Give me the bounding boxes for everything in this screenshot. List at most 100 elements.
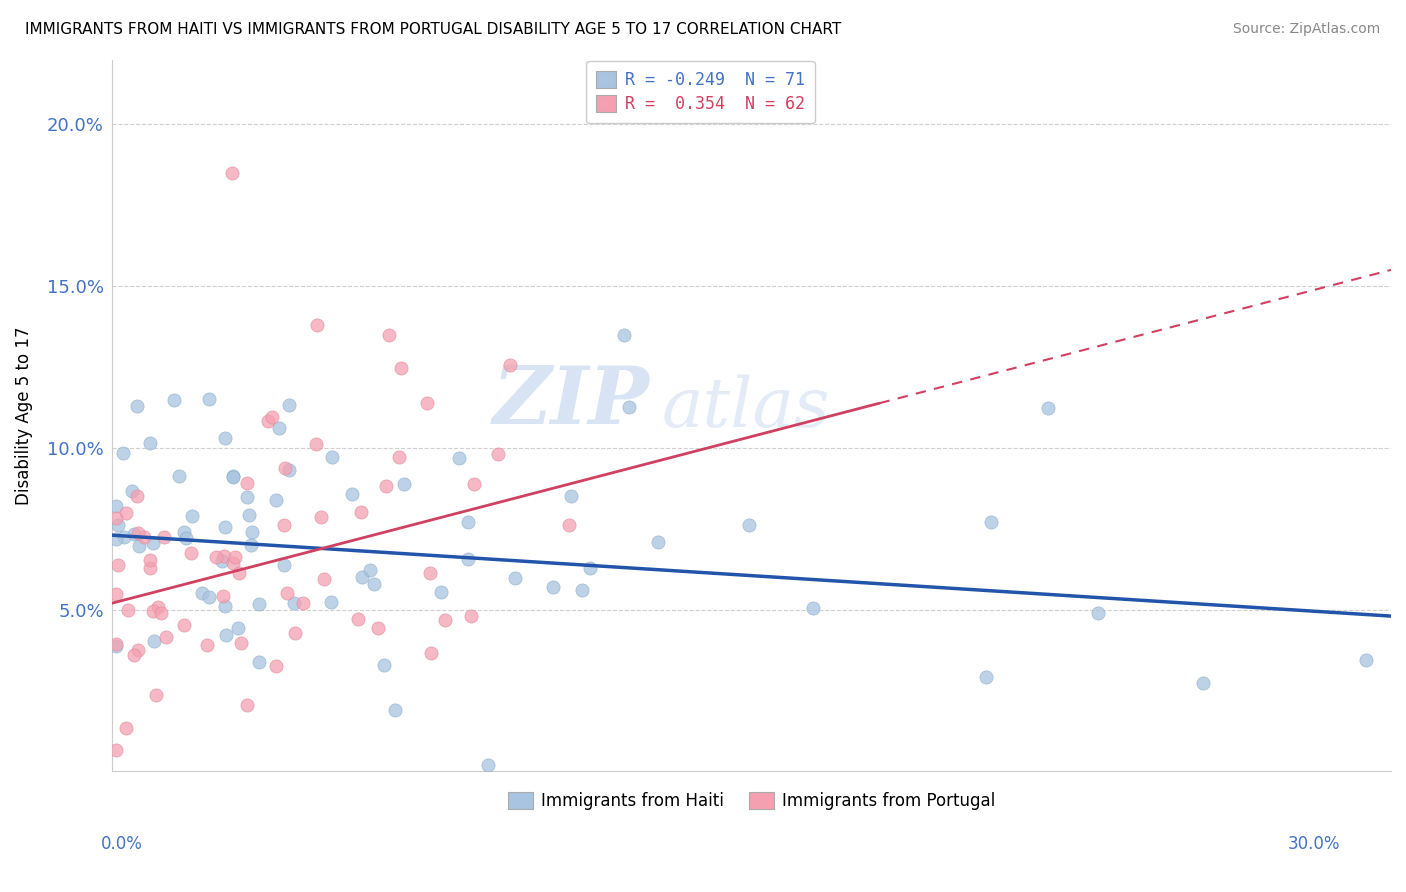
Point	[153, 530, 176, 544]
Point	[249, 655, 271, 669]
Point	[105, 532, 128, 546]
Point	[350, 505, 373, 519]
Point	[229, 636, 252, 650]
Point	[267, 420, 290, 434]
Point	[980, 516, 1002, 530]
Point	[139, 553, 162, 567]
Point	[214, 431, 236, 445]
Point	[278, 398, 301, 412]
Point	[169, 468, 191, 483]
Point	[429, 584, 451, 599]
Point	[142, 535, 165, 549]
Point	[273, 558, 295, 572]
Point	[274, 461, 297, 475]
Point	[211, 554, 233, 568]
Point	[228, 566, 250, 580]
Point	[350, 570, 373, 584]
Point	[173, 524, 195, 539]
Point	[105, 637, 128, 651]
Point	[221, 166, 243, 180]
Point	[384, 703, 406, 717]
Point	[240, 525, 263, 540]
Point	[312, 572, 335, 586]
Point	[264, 659, 287, 673]
Point	[111, 446, 134, 460]
Point	[134, 530, 156, 544]
Point	[613, 327, 636, 342]
Point	[264, 493, 287, 508]
Point	[309, 510, 332, 524]
Point	[974, 670, 997, 684]
Point	[115, 506, 138, 520]
Point	[236, 698, 259, 712]
Point	[107, 518, 129, 533]
Point	[276, 586, 298, 600]
Point	[127, 642, 149, 657]
Point	[228, 621, 250, 635]
Point	[174, 531, 197, 545]
Point	[273, 518, 295, 533]
Point	[1087, 607, 1109, 621]
Point	[321, 595, 343, 609]
Point	[215, 628, 238, 642]
Point	[420, 646, 443, 660]
Point	[738, 518, 761, 533]
Point	[138, 561, 160, 575]
Point	[257, 414, 280, 428]
Point	[121, 483, 143, 498]
Point	[205, 550, 228, 565]
Point	[389, 361, 412, 376]
Y-axis label: Disability Age 5 to 17: Disability Age 5 to 17	[15, 326, 32, 505]
Point	[105, 587, 128, 601]
Point	[142, 604, 165, 618]
Point	[321, 450, 343, 464]
Point	[190, 586, 212, 600]
Point	[359, 564, 381, 578]
Point	[247, 597, 270, 611]
Point	[222, 469, 245, 483]
Point	[388, 450, 411, 464]
Legend: Immigrants from Haiti, Immigrants from Portugal: Immigrants from Haiti, Immigrants from P…	[501, 785, 1002, 816]
Point	[363, 577, 385, 591]
Point	[373, 658, 395, 673]
Point	[117, 603, 139, 617]
Point	[291, 596, 314, 610]
Point	[180, 509, 202, 524]
Point	[214, 599, 236, 614]
Point	[305, 436, 328, 450]
Point	[375, 479, 398, 493]
Point	[214, 519, 236, 533]
Point	[558, 518, 581, 533]
Point	[222, 557, 245, 571]
Point	[105, 511, 128, 525]
Text: 30.0%: 30.0%	[1288, 835, 1340, 853]
Point	[305, 318, 328, 332]
Point	[1036, 401, 1059, 416]
Text: Source: ZipAtlas.com: Source: ZipAtlas.com	[1233, 22, 1381, 37]
Point	[236, 475, 259, 490]
Point	[278, 463, 301, 477]
Point	[447, 450, 470, 465]
Point	[486, 447, 509, 461]
Point	[571, 582, 593, 597]
Point	[342, 486, 364, 500]
Point	[499, 359, 522, 373]
Text: IMMIGRANTS FROM HAITI VS IMMIGRANTS FROM PORTUGAL DISABILITY AGE 5 TO 17 CORRELA: IMMIGRANTS FROM HAITI VS IMMIGRANTS FROM…	[25, 22, 842, 37]
Point	[505, 571, 527, 585]
Point	[149, 606, 172, 620]
Point	[112, 529, 135, 543]
Point	[107, 558, 129, 572]
Text: ZIP: ZIP	[492, 362, 650, 440]
Point	[283, 596, 305, 610]
Point	[647, 535, 669, 549]
Point	[105, 743, 128, 757]
Point	[1354, 653, 1376, 667]
Point	[128, 539, 150, 553]
Point	[240, 538, 263, 552]
Point	[214, 549, 236, 563]
Point	[115, 722, 138, 736]
Point	[122, 648, 145, 662]
Point	[238, 508, 260, 523]
Point	[579, 561, 602, 575]
Point	[224, 550, 246, 565]
